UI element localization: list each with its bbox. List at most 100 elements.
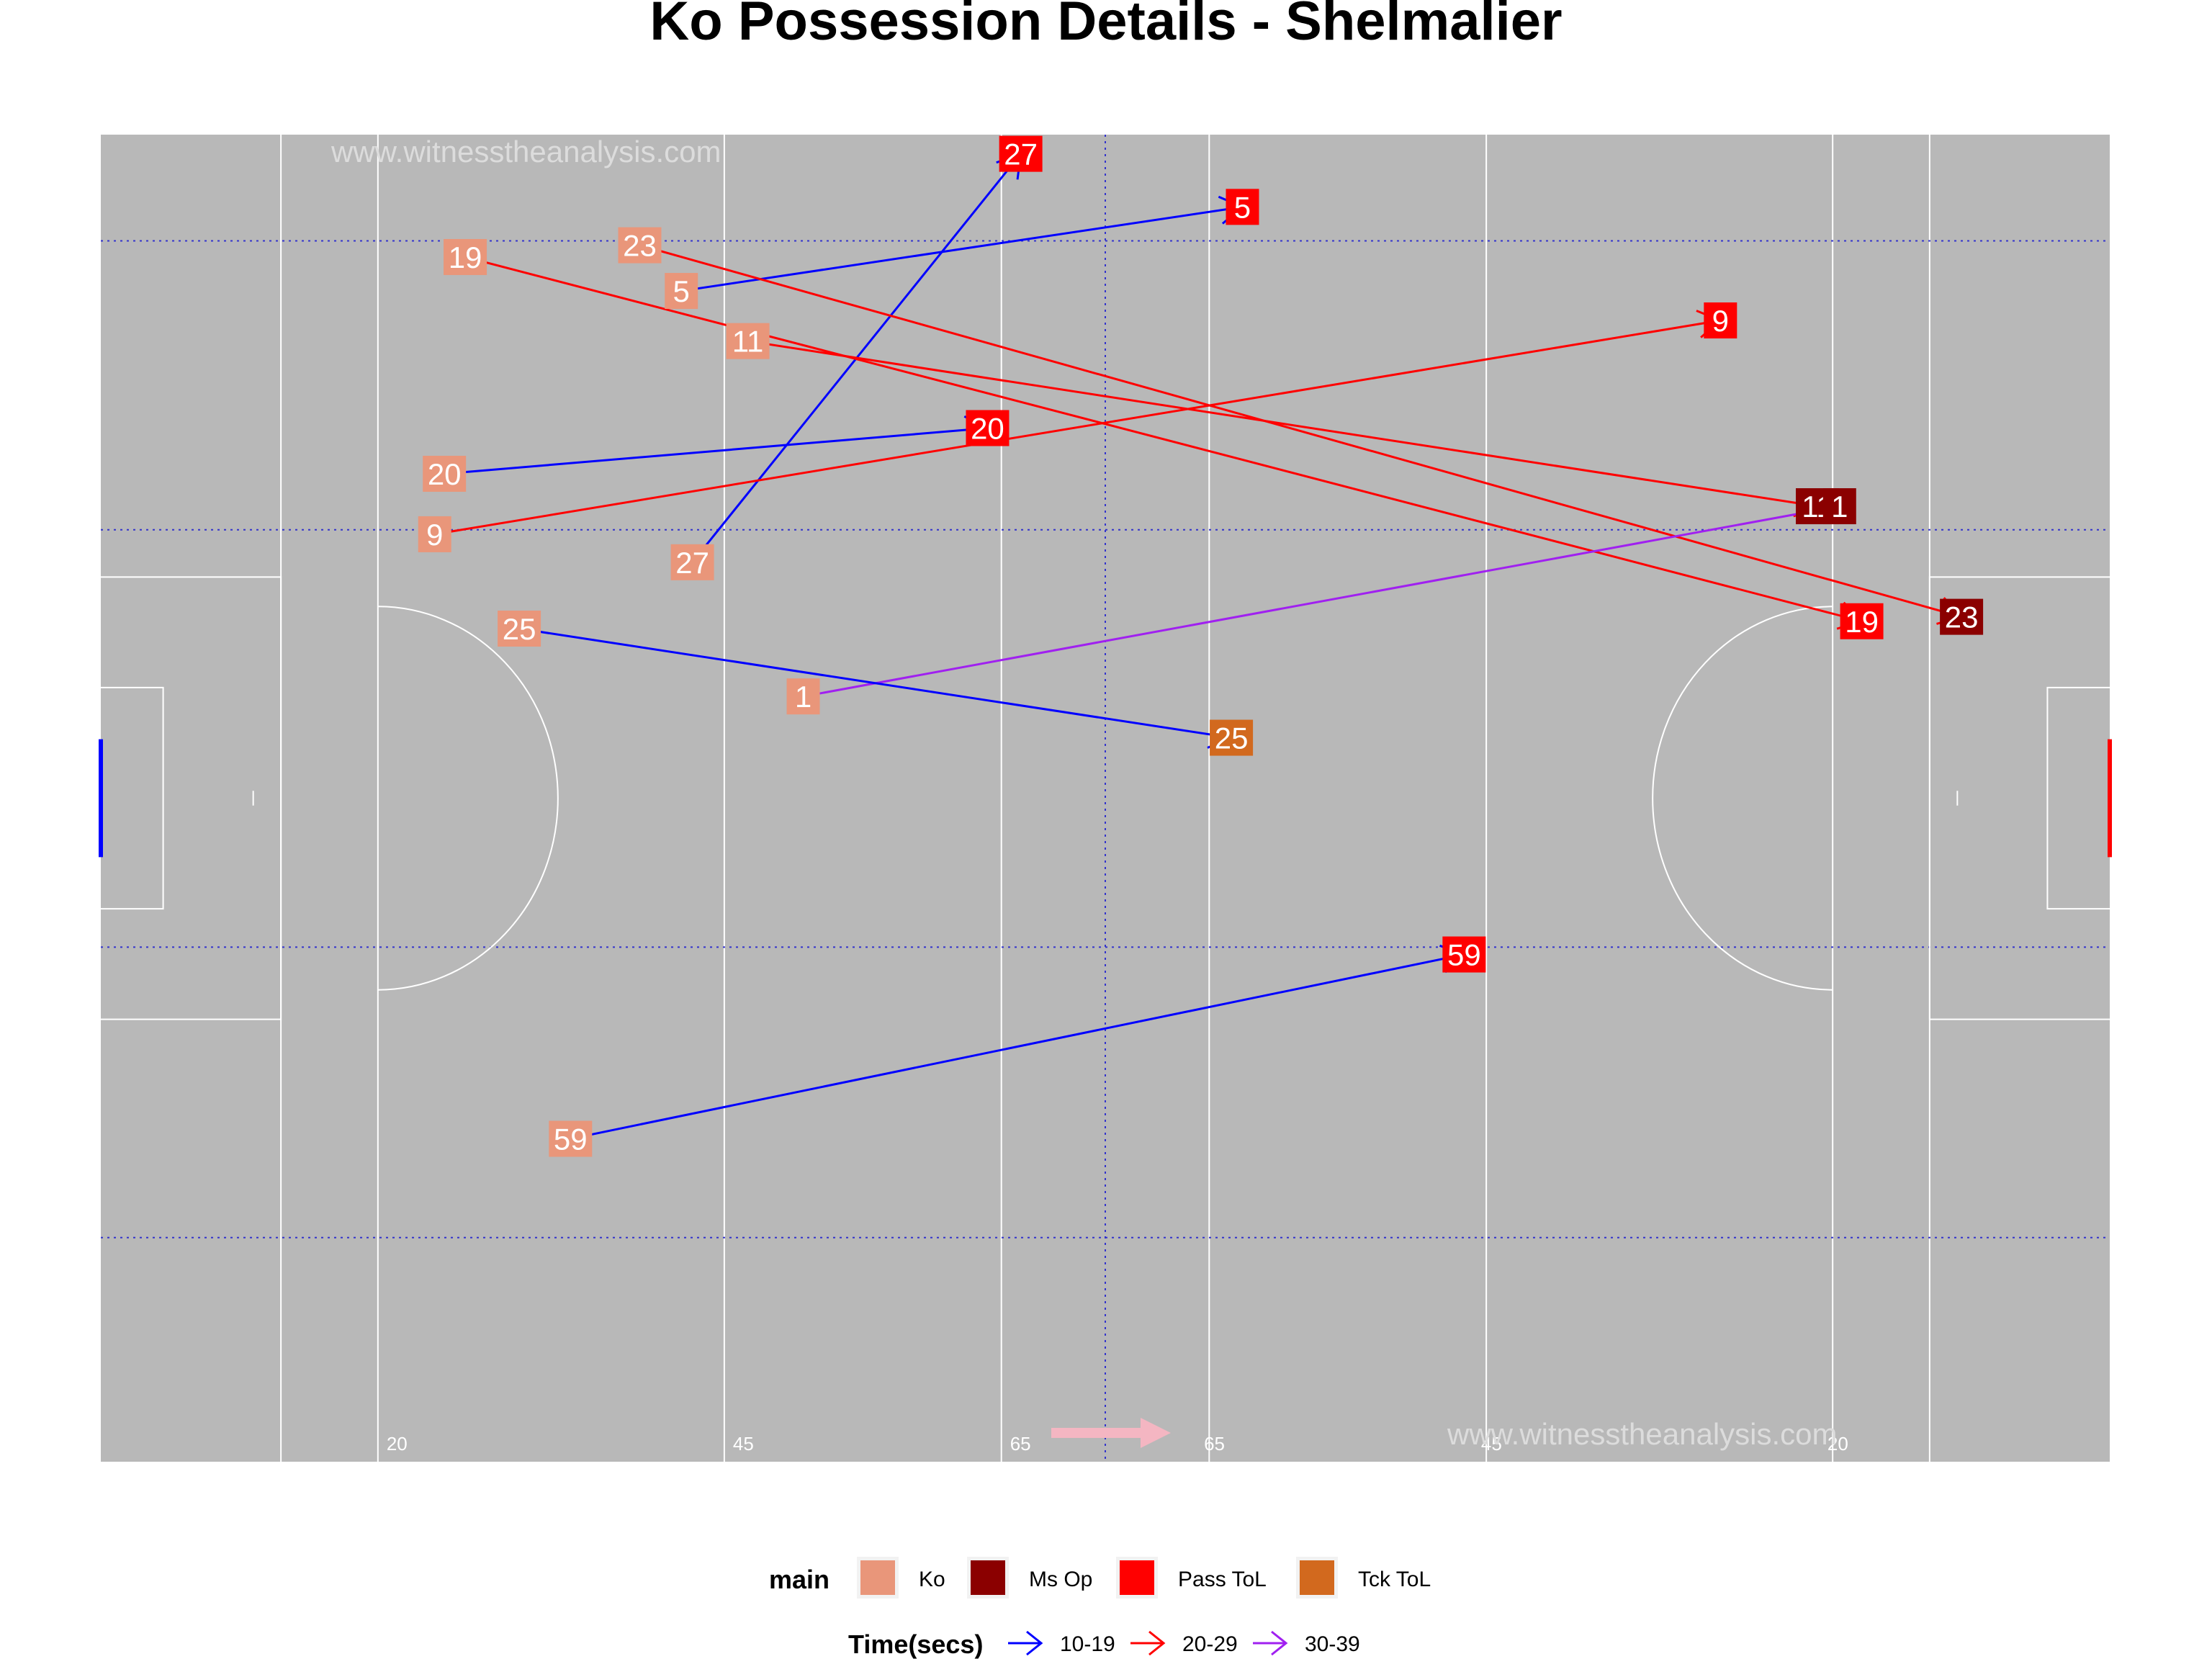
possession-label-text: 25 [503, 612, 536, 646]
pitch: 20 45 65 65 45 20 [99, 135, 2112, 1462]
possession-label-text: 5 [1234, 190, 1251, 224]
possession-label-box [670, 544, 714, 580]
legend-label: Ms Op [1029, 1568, 1092, 1591]
possession-label-text: 59 [554, 1123, 588, 1156]
legend-time: Time(secs) 10-19 20-29 30-39 [848, 1629, 1360, 1659]
legend-time-item: 30-39 [1253, 1630, 1360, 1656]
possession-label-text: 1 [795, 680, 811, 714]
pitch-line-number: 20 [1827, 1433, 1848, 1455]
possession-label-text: 25 [1215, 721, 1249, 755]
legend-swatch [1300, 1560, 1334, 1595]
possession-label-box [618, 227, 662, 264]
possession-label-text: 19 [449, 240, 482, 274]
possession-label-box [786, 678, 820, 715]
possession-label-box [498, 611, 541, 647]
possession-line [803, 505, 1840, 698]
possession-label-text: 19 [1845, 605, 1879, 639]
possession-label-text: 23 [1945, 601, 1979, 634]
legend-main-item: Tck ToL [1296, 1557, 1431, 1599]
possession-line [518, 627, 1232, 739]
small-rectangle-left [101, 686, 164, 910]
possession-label: 9 [418, 516, 451, 552]
legend-main-item: Ms Op [967, 1557, 1092, 1599]
possession-line [464, 256, 1862, 623]
possession-label-box [418, 516, 451, 552]
possession-label-box [423, 455, 467, 492]
possession-label-text: 27 [1004, 138, 1038, 171]
pitch-line-number: 45 [733, 1433, 754, 1455]
legend-arrowhead [1271, 1630, 1288, 1656]
possession-label-text: 9 [1712, 304, 1729, 338]
possession-label-box [999, 135, 1043, 172]
possession-label-box [1840, 603, 1884, 639]
possession-label-box [665, 273, 698, 310]
possession-line [680, 205, 1243, 292]
possession-line [570, 953, 1465, 1141]
possession-label-box [966, 410, 1010, 446]
possession-label-text: 23 [623, 229, 657, 263]
legend-arrowhead [1026, 1630, 1043, 1656]
watermark-top: www.witnesstheanalysis.com [331, 135, 721, 168]
possession-label-box [1210, 719, 1254, 756]
legend-label: 30-39 [1305, 1632, 1360, 1656]
pitch-line-number: 20 [387, 1433, 408, 1455]
possession-label: 25 [1210, 719, 1254, 756]
possession-line [639, 244, 1962, 619]
possession-label: 19 [444, 238, 487, 275]
possession-label: 23 [618, 227, 662, 264]
possession-label-box [1442, 936, 1486, 973]
possession-label-box [1704, 302, 1737, 339]
possession-label-text: 20 [971, 412, 1004, 446]
arc-left [377, 606, 559, 991]
possession-label-box [1226, 189, 1259, 225]
legend-label: Ko [919, 1568, 945, 1591]
possession-label: 1 [786, 678, 820, 715]
possession-label-text: 20 [428, 457, 462, 491]
legend-main-title: main [769, 1565, 830, 1594]
legend-label: Tck ToL [1358, 1568, 1431, 1591]
legend-main-item: Ko [857, 1557, 945, 1599]
pitch-line-number: 65 [1204, 1433, 1225, 1455]
possession-label-text: 9 [426, 518, 443, 552]
possession-label-box [726, 323, 770, 359]
legend-main: main Ko Ms Op Pass ToL Tck ToL [769, 1557, 1431, 1599]
possession-label-box [1822, 488, 1856, 525]
legend-swatch [1120, 1560, 1154, 1595]
possession-label: 19 [1840, 603, 1884, 639]
watermark-bottom: www.witnesstheanalysis.com [1447, 1417, 1838, 1451]
possession-line [444, 427, 988, 475]
possession-label: 5 [665, 273, 698, 310]
pitch-line-number: 65 [1010, 1433, 1031, 1455]
possession-label: 20 [423, 455, 467, 492]
watermarks: www.witnesstheanalysis.com www.witnessth… [331, 135, 1838, 1451]
possession-label: 59 [1442, 936, 1486, 973]
possession-line [434, 319, 1721, 536]
legend-label: 20-29 [1182, 1632, 1238, 1656]
possession-label-box [1940, 598, 1984, 635]
possession-label: 25 [498, 611, 541, 647]
large-rectangle-left [101, 576, 282, 1020]
possession-label: 27 [670, 544, 714, 580]
possession-line [747, 340, 1818, 508]
possession-label: 1 [1822, 488, 1856, 525]
possession-label-text: 59 [1447, 938, 1481, 972]
possession-label: 20 [966, 410, 1010, 446]
possession-label: 11 [726, 323, 770, 359]
small-rectangle-right [2046, 686, 2110, 910]
possession-label-text: 27 [675, 546, 709, 580]
possession-label: 5 [1226, 189, 1259, 225]
possession-label-text: 5 [673, 274, 690, 308]
possession-label: 23 [1940, 598, 1984, 635]
legend-label: 10-19 [1060, 1632, 1115, 1656]
legend-time-item: 20-29 [1130, 1630, 1238, 1656]
arc-right [1652, 606, 1833, 991]
possession-label-text: 1 [1831, 490, 1848, 523]
legend-arrowhead [1148, 1630, 1166, 1656]
legend-swatch [860, 1560, 895, 1595]
legend-time-item: 10-19 [1008, 1630, 1115, 1656]
possession-label: 27 [999, 135, 1043, 172]
possession-label: 9 [1704, 302, 1737, 339]
possession-label-box [549, 1120, 593, 1157]
